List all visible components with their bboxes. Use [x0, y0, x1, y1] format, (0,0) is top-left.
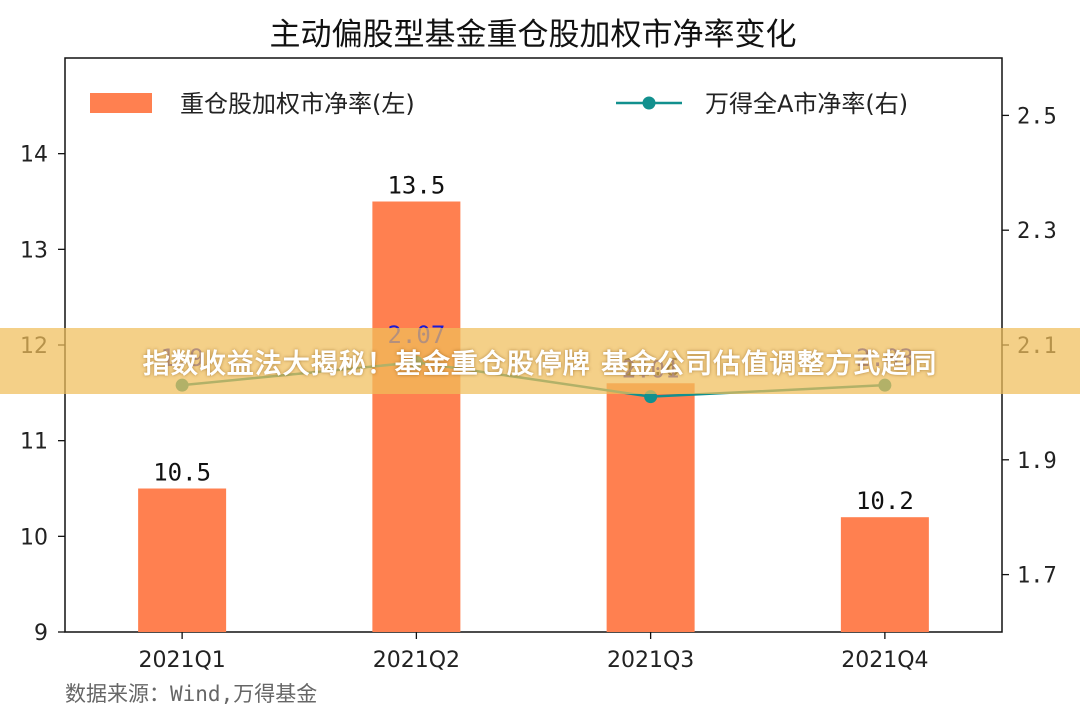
left-tick-label: 11	[20, 430, 48, 455]
bar-value-label-2021Q2: 13.5	[387, 172, 445, 200]
x-tick-label: 2021Q2	[373, 648, 460, 673]
x-tick-label: 2021Q1	[138, 648, 225, 673]
legend: 重仓股加权市净率(左) 万得全A市净率(右)	[90, 90, 908, 118]
headline-text: 指数收益法大揭秘！基金重仓股停牌 基金公司估值调整方式趋同	[142, 348, 938, 380]
bar-2021Q1	[138, 488, 227, 632]
right-tick-label: 1.9	[1017, 449, 1057, 474]
right-tick-label: 2.5	[1017, 104, 1057, 129]
bar-value-label-2021Q1: 10.5	[153, 459, 211, 487]
legend-line-label: 万得全A市净率(右)	[705, 90, 908, 118]
legend-bar-label: 重仓股加权市净率(左)	[180, 90, 415, 118]
left-tick-label: 14	[20, 143, 48, 168]
left-tick-label: 13	[20, 238, 48, 263]
legend-line-marker	[642, 96, 656, 110]
chart-title: 主动偏股型基金重仓股加权市净率变化	[270, 17, 797, 53]
bar-2021Q2	[372, 201, 461, 632]
right-tick-label: 1.7	[1017, 564, 1057, 589]
left-tick-label: 9	[34, 621, 48, 646]
right-axis: 1.71.92.12.32.5	[1002, 104, 1057, 589]
bar-value-label-2021Q4: 10.2	[856, 487, 914, 515]
bar-2021Q4	[840, 517, 929, 632]
left-tick-label: 10	[20, 525, 48, 550]
bar-2021Q3	[606, 383, 695, 632]
left-axis: 91011121314	[20, 143, 65, 646]
x-axis: 2021Q1 2021Q2 2021Q3 2021Q4	[138, 632, 929, 673]
legend-bar-swatch	[90, 93, 152, 113]
source-note: 数据来源：Wind,万得基金	[65, 682, 317, 706]
headline-banner: 指数收益法大揭秘！基金重仓股停牌 基金公司估值调整方式趋同	[0, 328, 1080, 394]
x-tick-label: 2021Q3	[607, 648, 694, 673]
bars-group	[138, 201, 929, 632]
right-tick-label: 2.3	[1017, 219, 1057, 244]
x-tick-label: 2021Q4	[841, 648, 928, 673]
